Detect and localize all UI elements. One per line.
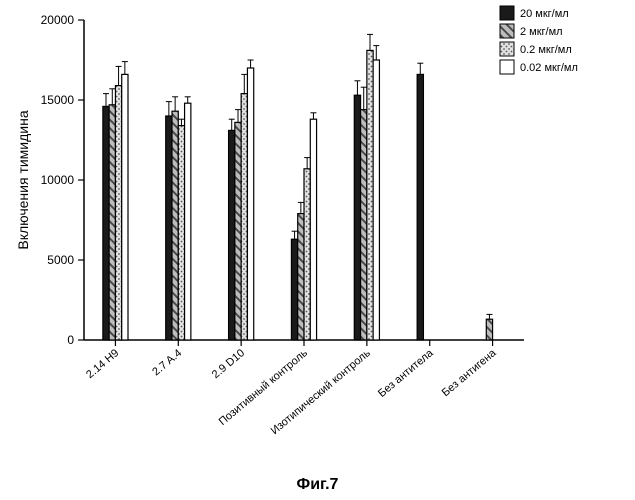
bar [354, 95, 360, 340]
svg-text:15000: 15000 [41, 93, 75, 107]
bar [310, 119, 316, 340]
legend-label: 0.02 мкг/мл [520, 62, 578, 74]
bar [304, 169, 310, 340]
bar [185, 103, 191, 340]
bar [247, 68, 253, 340]
bar [229, 130, 235, 340]
bar [172, 111, 178, 340]
bar [241, 94, 247, 340]
bar [367, 50, 373, 340]
legend-swatch [500, 60, 514, 74]
legend-swatch [500, 6, 514, 20]
bar [298, 214, 304, 340]
x-tick-label: 2.14 H9 [84, 347, 121, 381]
bar [178, 126, 184, 340]
bar [109, 105, 115, 340]
legend-label: 2 мкг/мл [520, 26, 563, 38]
chart-svg: 0 5000 10000 15000 20000 Включения тимидина 2.… [0, 0, 635, 470]
x-tick-label: Изотипический контроль [269, 347, 373, 437]
bar [235, 122, 241, 340]
bar [122, 74, 128, 340]
svg-text:10000: 10000 [41, 173, 75, 187]
bar [417, 74, 423, 340]
legend-swatch [500, 42, 514, 56]
svg-text:0: 0 [67, 333, 74, 347]
figure-caption: Фиг.7 [0, 476, 635, 494]
svg-text:20000: 20000 [41, 13, 75, 27]
bar [166, 116, 172, 340]
legend-label: 20 мкг/мл [520, 8, 569, 20]
svg-text:Включения тимидина: Включения тимидина [15, 110, 31, 249]
x-tick-label: 2.9 D10 [210, 347, 247, 381]
bar [486, 319, 492, 340]
bar [291, 239, 297, 340]
legend-swatch [500, 24, 514, 38]
legend-label: 0.2 мкг/мл [520, 44, 572, 56]
svg-text:5000: 5000 [47, 253, 74, 267]
figure-container: { "chart": { "type": "grouped-bar", "cap… [0, 0, 635, 500]
bar [115, 86, 121, 340]
bar [103, 106, 109, 340]
x-tick-label: Без антитела [376, 347, 436, 400]
bar [373, 60, 379, 340]
x-tick-label: 2.7 A.4 [150, 347, 184, 378]
x-tick-label: Без антигена [440, 347, 499, 400]
bar [361, 110, 367, 340]
